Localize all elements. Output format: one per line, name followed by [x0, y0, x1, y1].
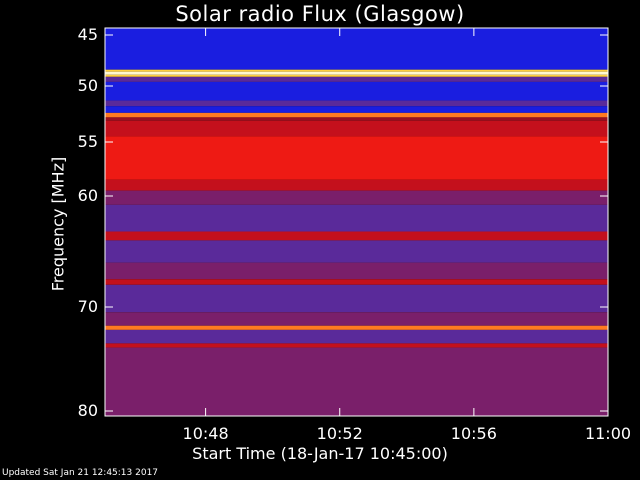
heatmap-band-13 — [105, 190, 608, 205]
heatmap-band-8 — [105, 112, 608, 118]
heatmap-band-24 — [105, 347, 608, 416]
x-tick-label: 10:56 — [450, 424, 497, 443]
heatmap-band-16 — [105, 240, 608, 263]
y-tick-label: 45 — [77, 25, 98, 44]
y-tick-label: 80 — [77, 401, 98, 420]
heatmap-band-19 — [105, 284, 608, 313]
heatmap-band-5 — [105, 81, 608, 101]
heatmap-band-18 — [105, 279, 608, 285]
heatmap-band-23 — [105, 343, 608, 348]
heatmap-band-7 — [105, 106, 608, 113]
heatmap-band-12 — [105, 179, 608, 191]
heatmap-band-4 — [105, 76, 608, 82]
x-axis-label: Start Time (18-Jan-17 10:45:00) — [192, 444, 448, 463]
y-axis-label: Frequency [MHz] — [48, 156, 68, 292]
heatmap-band-6 — [105, 100, 608, 107]
heatmap-band-20 — [105, 312, 608, 326]
y-tick-label: 50 — [77, 76, 98, 95]
y-tick-label: 60 — [77, 186, 98, 205]
heatmap-band-1 — [105, 69, 608, 72]
heatmap-band-22 — [105, 329, 608, 344]
x-tick-label: 10:48 — [182, 424, 229, 443]
heatmap-band-0 — [105, 28, 608, 70]
x-tick-label: 10:52 — [316, 424, 363, 443]
heatmap-band-9 — [105, 117, 608, 121]
heatmap-band-21 — [105, 325, 608, 330]
heatmap-band-11 — [105, 136, 608, 180]
heatmap-band-14 — [105, 204, 608, 232]
heatmap-band-3 — [105, 74, 608, 77]
update-timestamp: Updated Sat Jan 21 12:45:13 2017 — [2, 468, 159, 478]
heatmap-band-17 — [105, 262, 608, 280]
heatmap-band-15 — [105, 231, 608, 241]
chart-title: Solar radio Flux (Glasgow) — [175, 2, 465, 26]
heatmap-band-2 — [105, 71, 608, 75]
y-tick-label: 70 — [77, 297, 98, 316]
plot-frame — [104, 27, 609, 417]
heatmap-band-10 — [105, 120, 608, 137]
x-tick-label: 11:00 — [584, 424, 632, 443]
y-tick-label: 55 — [77, 132, 98, 151]
